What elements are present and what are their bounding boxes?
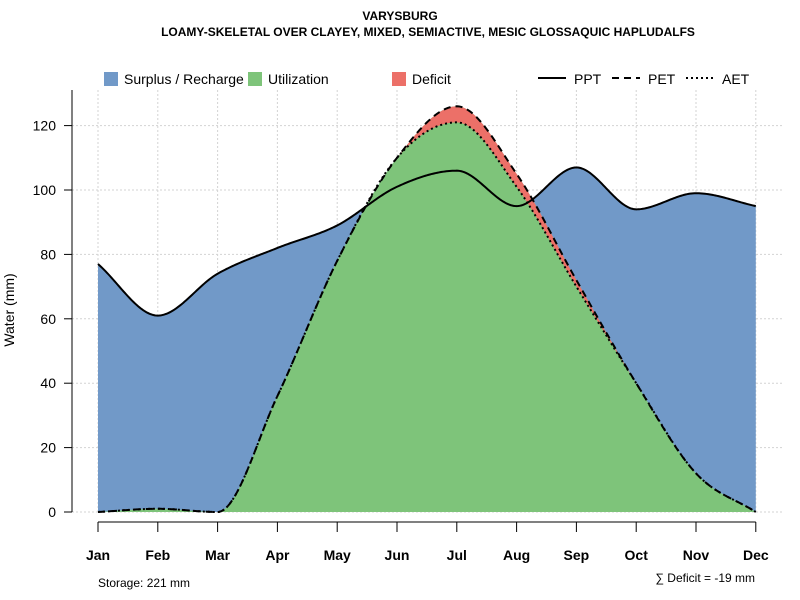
month-label: Jun xyxy=(385,547,410,563)
legend-label: PET xyxy=(648,71,676,87)
chart-subtitle: LOAMY-SKELETAL OVER CLAYEY, MIXED, SEMIA… xyxy=(161,25,695,39)
y-tick-label: 120 xyxy=(33,118,57,134)
legend-swatch xyxy=(248,72,262,86)
legend-swatch xyxy=(392,72,406,86)
chart-title: VARYSBURG xyxy=(362,9,437,23)
month-label: Sep xyxy=(564,547,590,563)
y-tick-label: 80 xyxy=(40,246,56,262)
y-axis-title: Water (mm) xyxy=(1,273,17,346)
month-label: Oct xyxy=(625,547,649,563)
legend: Surplus / Recharge Utilization Deficit PPT P… xyxy=(104,71,750,87)
month-label: Jul xyxy=(447,547,467,563)
utilization-area xyxy=(98,106,756,512)
y-tick-label: 40 xyxy=(40,375,56,391)
month-label: Jan xyxy=(86,547,110,563)
month-label: Nov xyxy=(683,547,710,563)
legend-label: Deficit xyxy=(412,71,451,87)
legend-label: Surplus / Recharge xyxy=(124,71,244,87)
axes: 0 20 40 60 80 100 120 Jan Feb Mar Apr May Jun Jul Aug S… xyxy=(33,90,769,563)
month-label: Mar xyxy=(205,547,230,563)
storage-note: Storage: 221 mm xyxy=(98,576,190,590)
areas xyxy=(98,106,756,512)
y-tick-label: 0 xyxy=(48,504,56,520)
aet-line xyxy=(97,121,757,514)
series-lines xyxy=(97,105,757,514)
y-tick-label: 60 xyxy=(40,311,56,327)
month-label: Apr xyxy=(265,547,290,563)
ppt-line xyxy=(97,166,757,317)
legend-label: Utilization xyxy=(268,71,329,87)
month-label: May xyxy=(324,547,351,563)
month-label: Aug xyxy=(503,547,530,563)
month-label: Dec xyxy=(743,547,769,563)
y-tick-label: 20 xyxy=(40,440,56,456)
month-label: Feb xyxy=(145,547,170,563)
y-tick-label: 100 xyxy=(33,182,57,198)
deficit-note: ∑ Deficit = -19 mm xyxy=(655,571,755,585)
legend-label: PPT xyxy=(574,71,602,87)
legend-label: AET xyxy=(722,71,750,87)
legend-swatch xyxy=(104,72,118,86)
